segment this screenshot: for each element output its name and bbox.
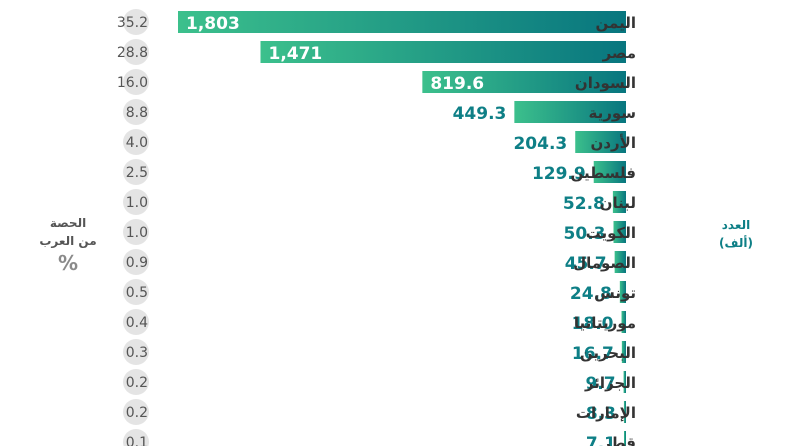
bar-7 [613,221,626,243]
value-label-4: 204.3 [513,134,567,154]
bar-14 [624,431,626,446]
share-label-line1: الحصة [49,216,87,230]
country-label-4: الأردن [591,134,636,152]
bar-2 [422,71,626,93]
share-label-line2: من العرب [39,234,97,248]
value-label-1: 1,471 [268,44,322,64]
share-circle-7 [123,219,149,245]
share-value-12: 0.2 [126,375,148,391]
share-circle-14 [123,429,149,446]
share-value-7: 1.0 [126,225,148,241]
share-circle-2 [123,69,149,95]
share-circle-12 [123,369,149,395]
country-label-11: البحرين [580,344,636,362]
bar-12 [623,371,626,393]
country-label-13: الإمارات [576,404,636,422]
bar-13 [623,401,626,423]
share-circle-8 [123,249,149,275]
country-label-10: موريتانيا [574,314,636,332]
value-label-9: 24.8 [570,284,612,304]
country-label-1: مصر [602,44,636,62]
percent-unit: % [57,251,79,275]
country-label-2: السودان [575,74,636,92]
country-label-5: فلسطين [571,164,636,182]
share-circle-9 [123,279,149,305]
count-label-line1: العدد [721,218,751,232]
bar-11 [621,341,626,363]
country-label-12: الجزائر [584,374,636,392]
share-circle-5 [123,159,149,185]
share-value-5: 2.5 [126,165,148,181]
share-value-1: 28.8 [117,45,148,61]
share-value-4: 4.0 [126,135,148,151]
count-axis-label: العدد (ألف) [696,216,776,252]
share-value-11: 0.3 [126,345,148,361]
share-value-13: 0.2 [126,405,148,421]
value-label-3: 449.3 [453,104,507,124]
share-value-14: 0.1 [126,435,148,446]
share-circle-0 [123,9,149,35]
value-label-10: 18.0 [572,314,614,334]
value-label-11: 16.7 [572,344,614,364]
value-label-14: 7.1 [586,434,616,446]
value-label-7: 50.3 [564,224,606,244]
share-value-3: 8.8 [126,105,148,121]
bar-0 [178,11,626,33]
country-label-7: الكويت [586,224,636,242]
share-value-8: 0.9 [126,255,148,271]
country-label-8: الصومال [573,254,636,272]
share-circle-6 [123,189,149,215]
country-label-6: لبنان [600,194,636,212]
bar-9 [619,281,626,303]
country-label-14: قطر [601,434,636,446]
share-circle-1 [123,39,149,65]
share-circle-11 [123,339,149,365]
share-value-2: 16.0 [117,75,148,91]
value-label-5: 129.9 [532,164,586,184]
bar-5 [593,161,626,183]
share-circle-3 [123,99,149,125]
share-circle-10 [123,309,149,335]
share-value-9: 0.5 [126,285,148,301]
value-label-8: 45.7 [565,254,607,274]
share-value-0: 35.2 [117,15,148,31]
bar-3 [514,101,626,123]
bar-4 [575,131,626,153]
bar-10 [621,311,626,333]
share-axis-label: الحصة من العرب % [18,214,118,275]
country-label-0: اليمن [596,14,636,32]
country-label-9: تونس [594,284,636,302]
value-label-13: 8.3 [586,404,616,424]
value-label-2: 819.6 [430,74,484,94]
share-circle-13 [123,399,149,425]
bar-1 [260,41,626,63]
bar-8 [614,251,626,273]
country-label-3: سورية [588,104,636,122]
share-circle-4 [123,129,149,155]
value-label-0: 1,803 [186,14,240,34]
value-label-6: 52.8 [563,194,605,214]
count-label-line2: (ألف) [719,236,753,250]
bar-6 [612,191,626,213]
value-label-12: 9.7 [585,374,615,394]
share-value-6: 1.0 [126,195,148,211]
share-value-10: 0.4 [126,315,148,331]
